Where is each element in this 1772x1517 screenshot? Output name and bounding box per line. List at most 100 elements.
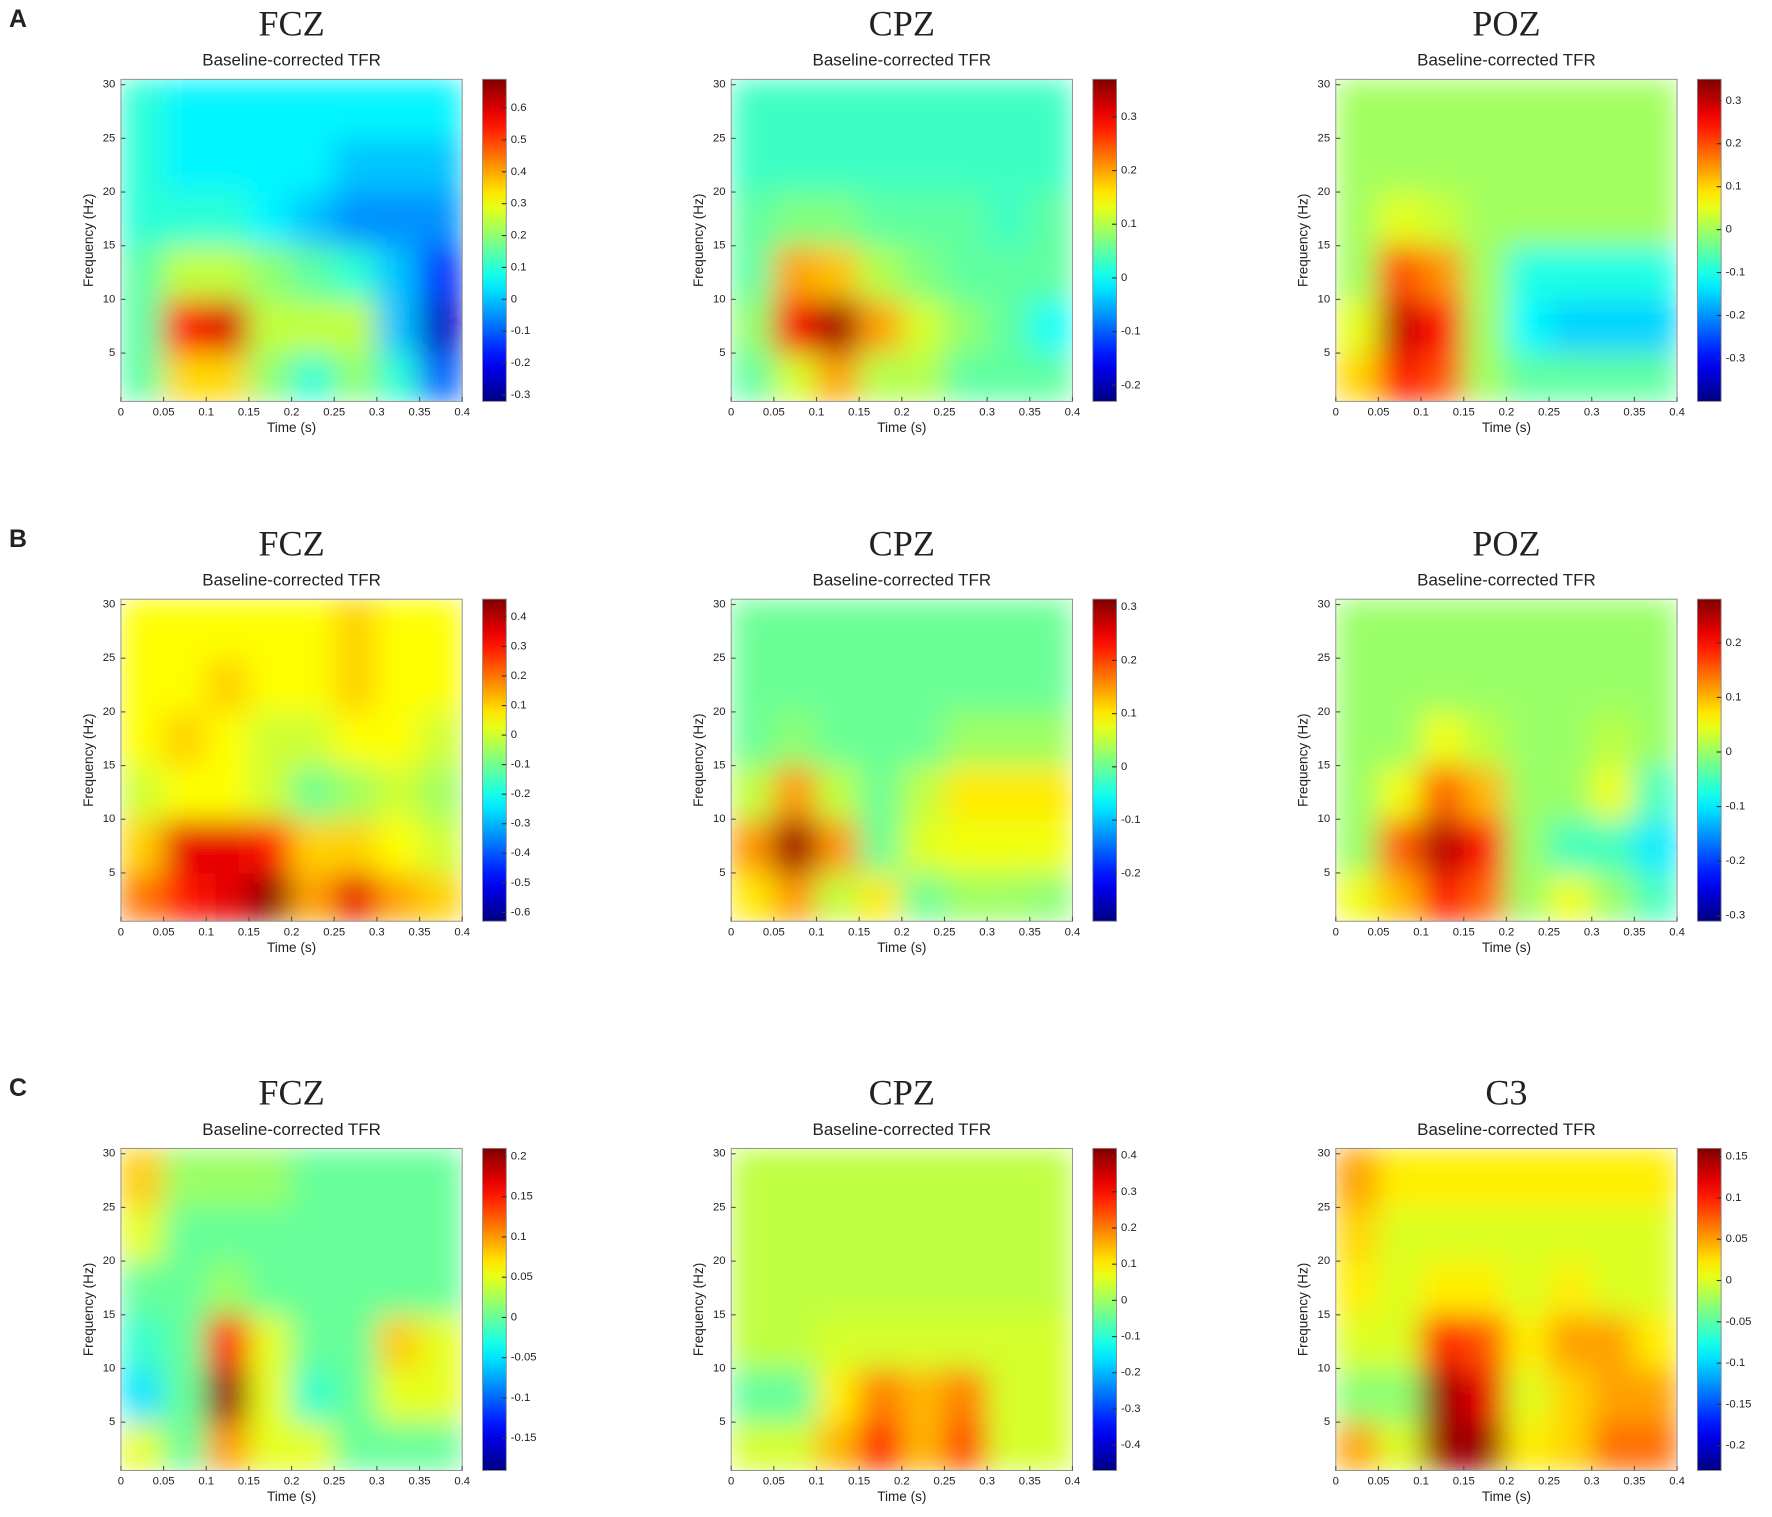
heatmap-cell	[815, 1367, 860, 1423]
heatmap-cell	[773, 191, 818, 247]
colorbar-tick-label: 0.15	[1726, 1151, 1748, 1163]
heatmap-cell	[858, 1421, 903, 1471]
y-tick-label: 10	[1318, 813, 1331, 825]
x-tick-label: 0	[1333, 407, 1339, 419]
heatmap-cells	[731, 1148, 1073, 1471]
heatmap-cell	[731, 1314, 775, 1370]
colorbar-tick-label: 0.2	[1726, 637, 1742, 649]
colorbar-tick-label: 0.3	[1121, 111, 1137, 123]
heatmap-cell	[248, 1148, 293, 1208]
colorbar-tick-label: -0.2	[1121, 1367, 1140, 1379]
heatmap-cell	[1633, 245, 1678, 300]
heatmap-cell	[418, 1260, 463, 1316]
heatmap-cell	[1377, 245, 1422, 300]
heatmap-cell	[205, 191, 250, 247]
heatmap-cell	[815, 711, 860, 767]
panel-title: FCZ	[258, 523, 324, 563]
x-tick-label: 0.1	[198, 407, 214, 419]
colorbar-tick-label: 0.1	[1121, 218, 1137, 230]
panel-title: CPZ	[869, 4, 935, 44]
heatmap-cell	[333, 1314, 378, 1370]
heatmap-cell	[376, 1148, 421, 1208]
heatmap	[731, 79, 1073, 402]
heatmap-cell	[291, 1421, 335, 1471]
colorbar-tick-label: 0.05	[1726, 1233, 1748, 1245]
heatmap-cell	[858, 1367, 903, 1423]
x-tick-label: 0.2	[284, 407, 300, 419]
heatmap-cell	[1633, 352, 1678, 402]
heatmap-cell	[1335, 1206, 1380, 1262]
heatmap	[1335, 599, 1678, 922]
heatmap-cell	[943, 657, 988, 713]
heatmap-cell	[291, 657, 335, 713]
heatmap-cell	[1420, 1421, 1465, 1471]
heatmap-cell	[163, 711, 207, 767]
heatmap-cell	[901, 352, 946, 402]
x-tick-label: 0	[1333, 927, 1339, 939]
panel-title: FCZ	[258, 1073, 324, 1113]
heatmap-cell	[1029, 1206, 1073, 1262]
heatmap-cell	[1377, 352, 1422, 402]
heatmap-cell	[1548, 1314, 1593, 1370]
heatmap-cell	[1420, 352, 1465, 402]
heatmap-cell	[943, 764, 988, 820]
heatmap-cell	[1420, 191, 1465, 247]
heatmap-cell	[1377, 79, 1422, 139]
heatmap-cell	[1377, 1260, 1422, 1316]
heatmap-cell	[376, 599, 421, 659]
x-tick-label: 0	[1333, 1476, 1339, 1488]
heatmap-cell	[858, 352, 903, 402]
heatmap-cell	[1505, 298, 1550, 354]
colorbar-tick-label: -0.1	[1726, 267, 1745, 279]
heatmap-cell	[1463, 352, 1507, 402]
heatmap	[1335, 79, 1678, 402]
y-tick-label: 25	[713, 652, 726, 664]
x-tick-label: 0.35	[409, 927, 431, 939]
heatmap-cell	[418, 245, 463, 300]
colorbar-tick-label: -0.1	[1121, 326, 1140, 338]
heatmap-cell	[163, 657, 207, 713]
x-tick-label: 0.25	[323, 407, 345, 419]
colorbar-tick-label: 0	[511, 729, 517, 741]
heatmap-cell	[120, 137, 165, 193]
heatmap-cell	[248, 352, 293, 402]
x-tick-label: 0.3	[369, 927, 385, 939]
heatmap-cell	[1377, 599, 1422, 659]
heatmap-cell	[205, 245, 250, 300]
heatmap-cell	[901, 657, 946, 713]
heatmap-cell	[1463, 298, 1507, 354]
heatmap-cell	[901, 872, 946, 922]
x-tick-label: 0.2	[1499, 407, 1515, 419]
heatmap-cells	[120, 1148, 463, 1471]
heatmap-cell	[376, 298, 421, 354]
colorbar-tick-label: -0.3	[1121, 1403, 1140, 1415]
colorbar-tick-label: -0.2	[1726, 1440, 1745, 1452]
heatmap-cells	[1335, 599, 1678, 922]
heatmap-cell	[986, 1260, 1031, 1316]
colorbar	[1696, 1147, 1722, 1471]
heatmap-cell	[858, 191, 903, 247]
heatmap-cell	[248, 872, 293, 922]
heatmap-cell	[1463, 1148, 1507, 1208]
colorbar-tick-label: 0.4	[511, 166, 527, 178]
heatmap-cell	[205, 764, 250, 820]
heatmap-cell	[1633, 191, 1678, 247]
heatmap-cell	[333, 818, 378, 874]
colorbar-tick-label: -0.1	[1726, 801, 1745, 813]
heatmap-cell	[1591, 1148, 1635, 1208]
heatmap-cell	[1591, 79, 1635, 139]
heatmap-cell	[943, 1260, 988, 1316]
x-tick-label: 0.1	[198, 927, 214, 939]
heatmap-cell	[291, 191, 335, 247]
heatmap-cell	[163, 1148, 207, 1208]
heatmap-cell	[120, 245, 165, 300]
heatmap-cell	[731, 298, 775, 354]
heatmap-cell	[731, 599, 775, 659]
x-tick-label: 0.4	[1669, 407, 1685, 419]
colorbar-tick-label: 0	[1726, 1275, 1732, 1287]
x-tick-label: 0.25	[1538, 407, 1560, 419]
colorbar-tick-label: 0.1	[1121, 1258, 1137, 1270]
heatmap-cell	[815, 352, 860, 402]
colorbar-tick-label: 0.3	[1726, 95, 1742, 107]
heatmap-cell	[1029, 298, 1073, 354]
